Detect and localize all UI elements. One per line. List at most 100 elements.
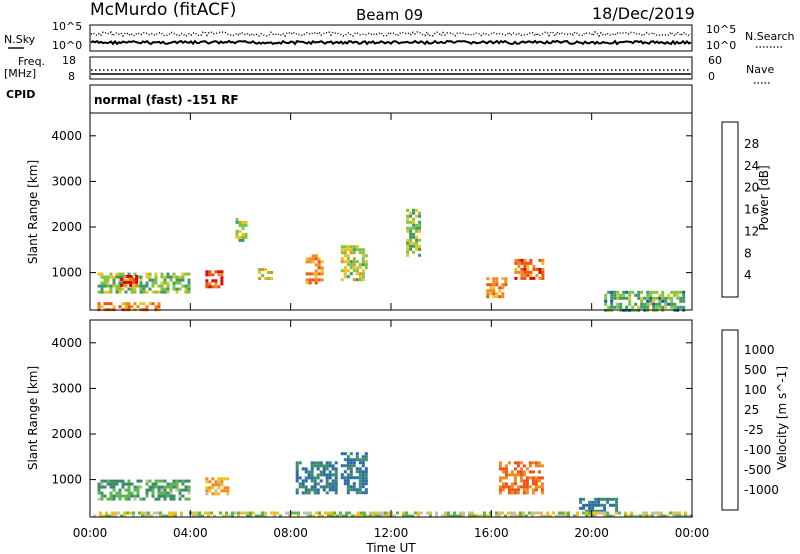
heatmap-cell: [148, 275, 152, 279]
heatmap-cell: [541, 270, 545, 274]
heatmap-cell: [93, 514, 96, 518]
heatmap-cell: [492, 295, 496, 299]
heatmap-cell: [522, 479, 526, 483]
heatmap-cell: [468, 514, 471, 518]
heatmap-cell: [157, 290, 161, 294]
heatmap-cell: [97, 302, 101, 306]
heatmap-cell: [507, 485, 511, 489]
heatmap-cell: [501, 470, 505, 474]
heatmap-cell: [364, 467, 368, 471]
heatmap-cell: [415, 244, 419, 248]
heatmap-cell: [160, 272, 164, 276]
heatmap-cell: [343, 464, 347, 468]
heatmap-cell: [360, 514, 363, 518]
heatmap-cell: [244, 220, 248, 224]
heatmap-cell: [124, 302, 128, 306]
heatmap-cell: [528, 470, 532, 474]
heatmap-cell: [120, 277, 124, 281]
heatmap-cell: [507, 491, 511, 495]
heatmap-cell: [510, 488, 514, 492]
heatmap-cell: [171, 511, 174, 515]
heatmap-cell: [646, 302, 650, 306]
heatmap-cell: [322, 473, 326, 477]
heatmap-cell: [418, 214, 422, 218]
heatmap-cell: [667, 293, 671, 297]
heatmap-cell: [642, 511, 645, 515]
heatmap-cell: [192, 514, 195, 518]
heatmap-cell: [364, 488, 368, 492]
heatmap-cell: [310, 470, 314, 474]
heatmap-cell: [304, 470, 308, 474]
heatmap-cell: [334, 491, 338, 495]
heatmap-cell: [330, 514, 333, 518]
heatmap-cell: [105, 511, 108, 515]
heatmap-cell: [609, 503, 613, 507]
heatmap-cell: [417, 511, 420, 515]
heatmap-cell: [672, 514, 675, 518]
heatmap-cell: [519, 467, 523, 471]
heatmap-cell: [594, 500, 598, 504]
heatmap-cell: [109, 485, 113, 489]
heatmap-cell: [541, 273, 545, 277]
heatmap-cell: [325, 485, 329, 489]
heatmap-cell: [112, 485, 116, 489]
station-title: McMurdo (fitACF): [90, 0, 236, 20]
heatmap-cell: [331, 488, 335, 492]
heatmap-cell: [327, 514, 330, 518]
heatmap-cell: [103, 290, 107, 294]
heatmap-cell: [273, 511, 276, 515]
heatmap-cell: [501, 295, 505, 299]
heatmap-cell: [501, 482, 505, 486]
heatmap-cell: [241, 232, 245, 236]
heatmap-cell: [358, 272, 362, 276]
heatmap-cell: [663, 514, 666, 518]
heatmap-cell: [364, 458, 368, 462]
heatmap-cell: [163, 290, 167, 294]
heatmap-cell: [160, 284, 164, 288]
heatmap-cell: [102, 514, 105, 518]
heatmap-cell: [235, 220, 239, 224]
heatmap-cell: [534, 485, 538, 489]
heatmap-cell: [501, 476, 505, 480]
heatmap-cell: [495, 280, 499, 284]
heatmap-cell: [205, 279, 209, 283]
heatmap-cell: [534, 461, 538, 465]
heatmap-cell: [238, 238, 242, 242]
heatmap-cell: [492, 283, 496, 287]
heatmap-cell: [510, 491, 514, 495]
heatmap-cell: [603, 497, 607, 501]
heatmap-cell: [603, 509, 607, 513]
x-tick-label: 04:00: [173, 526, 208, 540]
heatmap-cell: [310, 485, 314, 489]
heatmap-cell: [311, 272, 315, 276]
heatmap-cell: [305, 272, 309, 276]
heatmap-cell: [361, 491, 365, 495]
heatmap-cell: [220, 279, 224, 283]
heatmap-cell: [498, 511, 501, 515]
heatmap-cell: [345, 514, 348, 518]
heatmap-cell: [582, 503, 586, 507]
heatmap-cell: [174, 514, 177, 518]
heatmap-cell: [318, 514, 321, 518]
heatmap-cell: [334, 470, 338, 474]
heatmap-cell: [643, 302, 647, 306]
heatmap-cell: [523, 273, 527, 277]
noise-panel: N.Sky 10^5 10^0 10^5 10^0 N.Search: [4, 20, 795, 52]
heatmap-cell: [498, 289, 502, 293]
heatmap-cell: [97, 497, 101, 501]
heatmap-cell: [135, 280, 139, 284]
heatmap-cell: [208, 486, 212, 490]
heatmap-cell: [261, 514, 264, 518]
heatmap-cell: [317, 266, 321, 270]
heatmap-cell: [249, 511, 252, 515]
heatmap-cell: [310, 461, 314, 465]
heatmap-cell: [305, 257, 309, 261]
heatmap-cell: [375, 511, 378, 515]
heatmap-cell: [154, 479, 158, 483]
heatmap-cell: [640, 290, 644, 294]
heatmap-cell: [538, 267, 542, 271]
heatmap-cell: [652, 305, 656, 309]
n-search-label: N.Search: [745, 30, 795, 43]
heatmap-cell: [519, 514, 522, 518]
velocity-colorbar-label: Velocity [m s^-1]: [775, 366, 789, 470]
